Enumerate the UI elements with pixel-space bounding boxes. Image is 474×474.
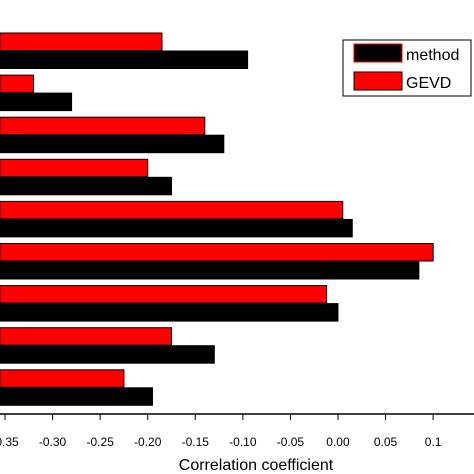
x-tick-label-7: 0.00	[326, 435, 350, 449]
bar-method-7	[0, 345, 215, 364]
bar-gevd-1	[0, 74, 35, 94]
legend: method GEVD	[342, 39, 472, 97]
legend-label-gevd: GEVD	[406, 75, 451, 92]
bar-method-6	[0, 303, 339, 322]
x-tick-label-6: -0.05	[277, 435, 305, 449]
bar-gevd-4	[0, 200, 344, 220]
bar-method-1	[0, 92, 73, 112]
bars-group	[0, 32, 434, 406]
bar-gevd-8	[0, 369, 125, 388]
bar-method-5	[0, 261, 420, 280]
x-tick-label-3: -0.20	[134, 435, 162, 449]
x-axis-title: Correlation coefficient	[179, 457, 334, 474]
bar-method-4	[0, 218, 353, 238]
legend-swatch-gevd	[353, 71, 403, 91]
bar-gevd-0	[0, 32, 163, 51]
legend-swatch-method	[353, 43, 403, 63]
x-ticks-group: -0.35 -0.30 -0.25 -0.20 -0.15 -0.10 -0.05 0.00 0…	[0, 414, 442, 449]
bar-gevd-7	[0, 327, 172, 346]
x-tick-label-4: -0.15	[182, 435, 210, 449]
bar-gevd-6	[0, 285, 328, 304]
x-tick-label-0: -0.35	[0, 435, 19, 449]
bar-method-8	[0, 387, 153, 406]
bar-method-2	[0, 134, 225, 154]
x-tick-label-2: -0.25	[86, 435, 114, 449]
bar-gevd-3	[0, 158, 149, 178]
x-tick-label-1: -0.30	[39, 435, 67, 449]
bar-gevd-2	[0, 116, 206, 136]
bar-method-0	[0, 50, 249, 69]
x-tick-label-9: 0.1	[425, 435, 442, 449]
bar-method-3	[0, 176, 172, 196]
x-tick-label-5: -0.10	[229, 435, 257, 449]
x-tick-label-8: 0.05	[374, 435, 398, 449]
legend-label-method: method	[406, 47, 459, 64]
bar-gevd-5	[0, 243, 434, 262]
